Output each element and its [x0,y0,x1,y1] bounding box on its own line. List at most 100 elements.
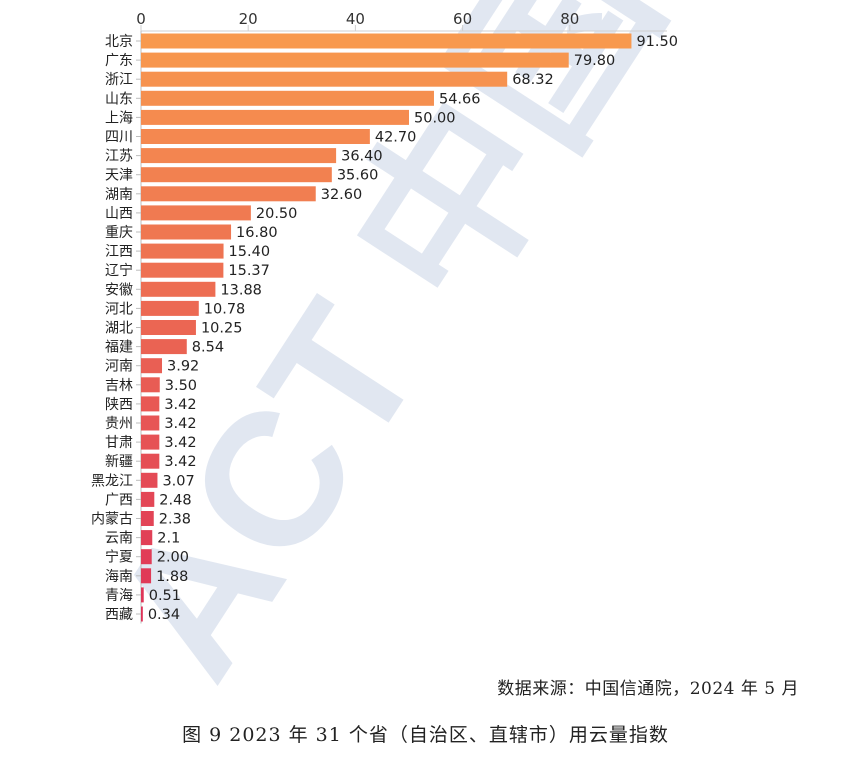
bar [141,320,196,335]
category-label: 青海 [105,588,133,604]
bar [141,90,434,106]
x-tick-label: 20 [239,10,258,28]
value-label: 15.40 [229,244,271,260]
x-axis: 0 20 40 60 80 [136,10,667,32]
x-tick-label: 0 [136,10,146,28]
value-label: 3.92 [167,359,199,375]
category-label: 四川 [105,130,133,146]
category-label: 西藏 [105,607,133,623]
category-label: 江西 [105,244,133,260]
value-label: 2.38 [159,512,191,528]
bar [141,587,144,603]
value-label: 2.48 [159,492,191,508]
category-label: 吉林 [105,378,133,394]
value-label: 3.42 [164,435,196,451]
bar [141,472,158,488]
bar [141,129,370,144]
value-label: 42.70 [375,130,417,146]
bar [141,167,332,183]
value-label: 50.00 [414,110,456,126]
value-label: 3.07 [162,473,194,489]
category-label: 海南 [105,569,133,585]
category-label: 云南 [105,531,133,547]
bar [141,549,152,565]
category-label: 湖北 [105,321,133,337]
y-axis: 北京广东浙江山东上海四川江苏天津湖南山西重庆江西辽宁安徽河北湖北福建河南吉林陕西… [91,31,142,624]
bar [141,300,199,316]
bar [141,243,224,259]
bar [141,377,160,393]
category-label: 甘肃 [105,435,133,451]
value-label: 79.80 [574,53,616,69]
bar [141,186,316,202]
data-source-note: 数据来源：中国信通院，2024 年 5 月 [497,679,799,699]
value-label: 2.1 [157,531,180,547]
value-label: 3.42 [164,416,196,432]
category-label: 新疆 [105,454,133,470]
value-label: 13.88 [220,282,262,298]
value-label: 2.00 [157,550,189,566]
value-label: 0.34 [148,607,180,623]
figure-caption: 图 9 2023 年 31 个省（自治区、直辖市）用云量指数 [182,724,669,746]
value-label: 8.54 [192,340,224,356]
category-label: 陕西 [105,397,133,413]
bar [141,71,508,87]
x-tick-label: 60 [453,10,472,28]
bar [141,109,409,125]
category-label: 浙江 [105,72,133,88]
category-label: 广东 [105,53,133,69]
category-label: 上海 [105,110,133,126]
category-label: 山东 [105,91,133,107]
category-label: 天津 [105,168,133,184]
bar [141,530,153,546]
category-label: 山西 [105,206,133,222]
value-label: 91.50 [636,34,678,50]
bar [141,33,632,49]
value-label: 68.32 [512,72,554,88]
category-label: 福建 [105,340,133,356]
bar [141,453,160,469]
category-label: 湖南 [105,187,133,203]
bar [141,224,232,240]
bar [141,148,337,164]
value-label: 0.51 [149,588,181,604]
x-tick-label: 40 [346,10,365,28]
value-label: 3.50 [165,378,197,394]
category-label: 广西 [105,492,133,508]
value-label: 54.66 [439,91,481,107]
bar-chart: 0 20 40 60 80 北京广东浙江山东上海四川江苏天津湖南山西重庆江西辽宁安徽河北… [91,10,678,624]
category-label: 重庆 [105,225,133,241]
value-label: 3.42 [164,397,196,413]
bar [141,434,160,450]
value-label: 3.42 [164,454,196,470]
category-label: 安徽 [105,282,133,298]
x-tick-label: 80 [560,10,579,28]
category-label: 江苏 [105,149,133,165]
bar [141,52,569,68]
category-label: 内蒙古 [91,512,133,528]
category-label: 辽宁 [105,262,133,279]
value-label: 10.25 [201,321,243,337]
value-label: 1.88 [156,569,188,585]
category-label: 贵州 [105,416,133,432]
value-label: 10.78 [204,301,246,317]
bar [141,262,224,278]
category-label: 北京 [105,34,133,50]
category-label: 河南 [105,359,133,375]
bar [141,415,160,431]
bar [141,339,187,355]
category-label: 河北 [105,301,133,317]
value-labels: 91.50 79.80 68.32 54.66 50.00 42.70 36.40 35.60… [148,34,678,623]
bar [141,281,216,297]
value-label: 35.60 [337,168,379,184]
bars [141,33,632,622]
value-label: 15.37 [228,263,270,279]
bar [141,491,155,507]
bar [141,606,143,622]
bar [141,568,152,584]
value-label: 36.40 [341,149,383,165]
bar [141,358,163,374]
bar [141,511,154,526]
value-label: 20.50 [256,206,298,222]
value-label: 16.80 [236,225,278,241]
